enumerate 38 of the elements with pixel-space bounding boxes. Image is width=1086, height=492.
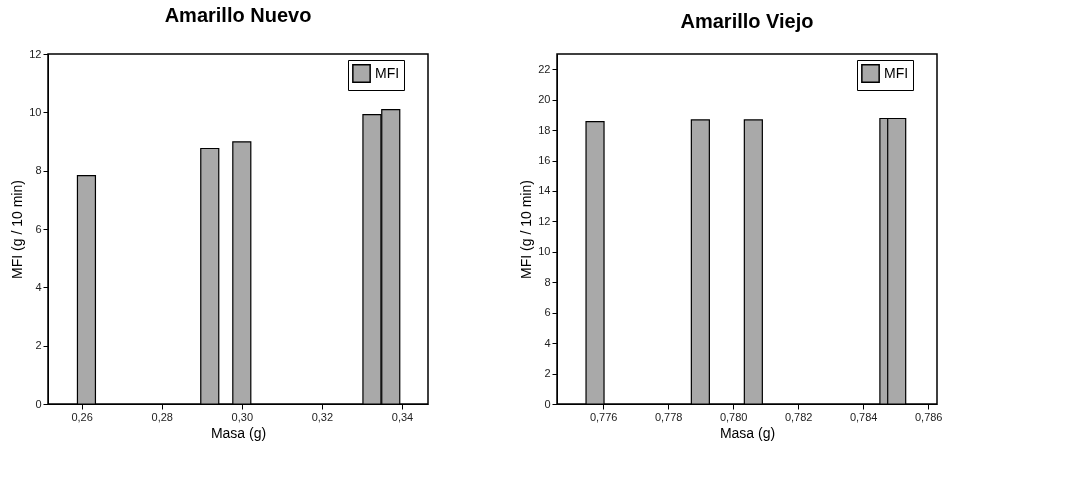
chart-title: Amarillo Nuevo [164, 4, 312, 26]
y-tick-label: 14 [538, 184, 551, 197]
x-tick-label: 0,786 [914, 410, 943, 423]
x-tick-label: 0,32 [311, 410, 334, 423]
x-tick-label: 0,28 [151, 410, 173, 423]
y-tick-label: 4 [35, 280, 42, 293]
x-tick-label: 0,776 [589, 410, 618, 423]
y-tick-label: 2 [35, 339, 42, 352]
chart-title: Amarillo Viejo [680, 10, 814, 32]
x-tick-label: 0,780 [719, 410, 748, 423]
x-tick-label: 0,782 [784, 410, 813, 423]
x-tick-label: 0,30 [231, 410, 254, 423]
y-tick-label: 0 [544, 397, 551, 410]
y-tick-label: 20 [538, 93, 551, 106]
x-tick-label: 0,784 [849, 410, 878, 423]
y-axis-title: MFI (g / 10 min) [518, 180, 535, 279]
x-tick-label: 0,778 [654, 410, 683, 423]
y-tick-label: 12 [29, 47, 42, 60]
y-tick-label: 10 [538, 245, 551, 258]
y-tick-label: 2 [544, 367, 551, 380]
y-tick-label: 6 [35, 222, 42, 235]
legend-label: MFI [884, 64, 909, 81]
x-axis-title: Masa (g) [210, 424, 267, 441]
y-tick-label: 8 [544, 275, 551, 288]
x-tick-label: 0,26 [71, 410, 93, 423]
y-tick-label: 0 [35, 397, 42, 410]
legend-label: MFI [375, 64, 400, 81]
y-tick-label: 10 [29, 105, 42, 118]
y-tick-label: 22 [538, 62, 551, 75]
y-tick-label: 8 [35, 164, 42, 177]
x-tick-label: 0,34 [391, 410, 414, 423]
x-axis-title: Masa (g) [719, 424, 776, 441]
y-tick-label: 16 [538, 154, 551, 167]
y-tick-label: 4 [544, 336, 551, 349]
y-tick-label: 12 [538, 214, 551, 227]
y-axis-title: MFI (g / 10 min) [9, 180, 26, 279]
y-tick-label: 18 [538, 123, 551, 136]
y-tick-label: 6 [544, 306, 551, 319]
